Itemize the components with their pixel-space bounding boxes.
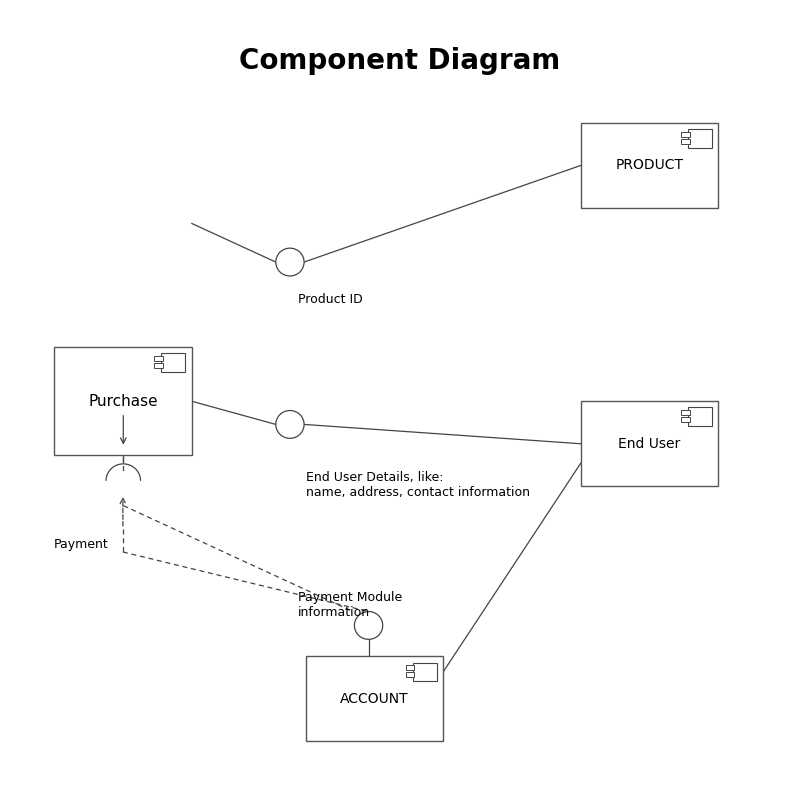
Text: Purchase: Purchase — [88, 394, 158, 408]
FancyBboxPatch shape — [681, 132, 690, 137]
Text: Product ID: Product ID — [298, 293, 362, 306]
FancyBboxPatch shape — [54, 347, 192, 456]
Text: PRODUCT: PRODUCT — [615, 158, 683, 172]
FancyBboxPatch shape — [154, 363, 163, 368]
Text: End User: End User — [618, 437, 681, 451]
FancyBboxPatch shape — [406, 672, 414, 677]
FancyBboxPatch shape — [406, 666, 414, 671]
Text: End User Details, like:
name, address, contact information: End User Details, like: name, address, c… — [306, 471, 530, 499]
FancyBboxPatch shape — [688, 408, 712, 426]
Circle shape — [354, 611, 382, 639]
FancyBboxPatch shape — [681, 139, 690, 143]
Text: Payment: Payment — [54, 538, 109, 551]
Text: Payment Module
information: Payment Module information — [298, 590, 402, 619]
FancyBboxPatch shape — [581, 401, 718, 486]
FancyBboxPatch shape — [154, 357, 163, 361]
Text: Component Diagram: Component Diagram — [239, 47, 561, 75]
Circle shape — [276, 248, 304, 276]
FancyBboxPatch shape — [161, 353, 186, 372]
Text: ACCOUNT: ACCOUNT — [340, 692, 409, 706]
FancyBboxPatch shape — [413, 663, 437, 682]
FancyBboxPatch shape — [681, 417, 690, 422]
FancyBboxPatch shape — [581, 123, 718, 208]
FancyBboxPatch shape — [688, 129, 712, 148]
Circle shape — [276, 411, 304, 438]
FancyBboxPatch shape — [306, 656, 443, 741]
FancyBboxPatch shape — [681, 410, 690, 415]
